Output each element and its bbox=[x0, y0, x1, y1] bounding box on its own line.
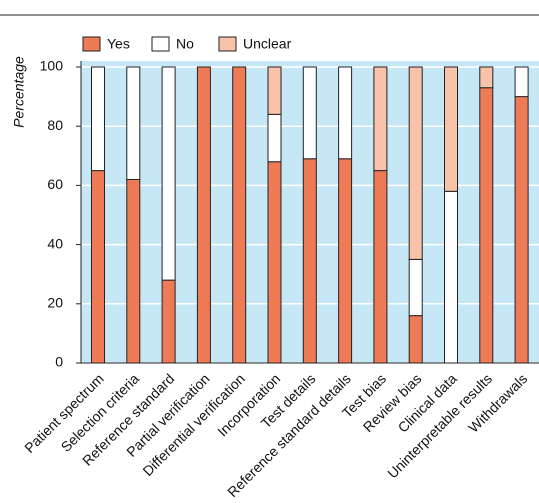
bar-segment bbox=[267, 161, 282, 364]
bar-segment bbox=[479, 87, 494, 364]
y-tick-label: 100 bbox=[40, 58, 64, 74]
bar-segment bbox=[126, 178, 141, 364]
bar-segment bbox=[338, 158, 353, 364]
legend-label: No bbox=[176, 36, 194, 52]
bar-segment bbox=[126, 66, 141, 180]
legend-label: Unclear bbox=[243, 36, 292, 52]
y-tick-label: 60 bbox=[47, 176, 63, 192]
bar-segment bbox=[196, 66, 211, 364]
bar-segment bbox=[479, 66, 494, 89]
bar-segment bbox=[161, 66, 176, 281]
bar-segment bbox=[232, 66, 247, 364]
legend-swatch bbox=[218, 36, 237, 52]
bar-segment bbox=[302, 158, 317, 364]
bar-segment bbox=[338, 66, 353, 160]
legend-swatch bbox=[151, 36, 170, 52]
y-tick-label: 40 bbox=[47, 235, 63, 251]
y-tick-label: 0 bbox=[55, 354, 63, 370]
bar-segment bbox=[373, 170, 388, 364]
bar-segment bbox=[514, 66, 529, 98]
bar-segment bbox=[408, 315, 423, 364]
y-tick-label: 20 bbox=[47, 295, 63, 311]
bar-segment bbox=[91, 170, 105, 364]
bar-segment bbox=[302, 66, 317, 160]
bar-segment bbox=[408, 258, 423, 317]
bar-segment bbox=[373, 66, 388, 172]
y-axis-label: Percentage bbox=[11, 56, 27, 128]
bar-segment bbox=[408, 66, 423, 260]
legend-label: Yes bbox=[107, 36, 130, 52]
bar-segment bbox=[161, 279, 176, 364]
y-tick-label: 80 bbox=[47, 117, 63, 133]
bar-segment bbox=[444, 190, 458, 364]
legend-swatch bbox=[82, 36, 101, 52]
bar-segment bbox=[267, 66, 282, 115]
bar-segment bbox=[267, 113, 282, 163]
bar-segment bbox=[91, 66, 105, 172]
bar-segment bbox=[444, 66, 458, 192]
bar-segment bbox=[514, 96, 529, 364]
